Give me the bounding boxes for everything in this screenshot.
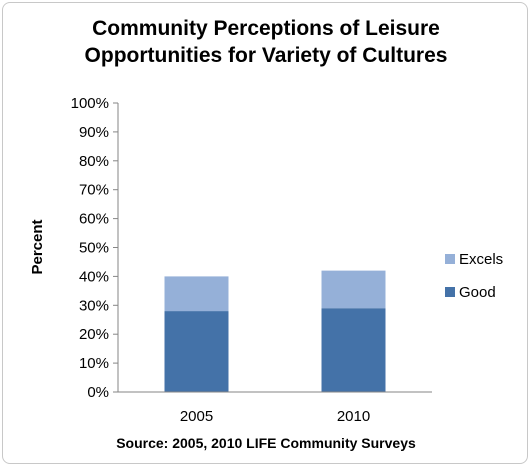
y-tick-label: 50% bbox=[79, 240, 109, 257]
bar-good-2010 bbox=[321, 308, 386, 392]
bars bbox=[164, 270, 386, 392]
bar-good-2005 bbox=[164, 311, 229, 392]
y-tick-label: 10% bbox=[79, 355, 109, 372]
legend-swatch-good bbox=[445, 287, 455, 297]
legend-swatch-excels bbox=[445, 254, 455, 264]
y-tick-label: 80% bbox=[79, 153, 109, 170]
y-tick-label: 30% bbox=[79, 297, 109, 314]
y-tick-label: 100% bbox=[71, 95, 109, 112]
chart-title-line-2: Opportunities for Variety of Cultures bbox=[85, 44, 448, 67]
bar-excels-2005 bbox=[164, 276, 229, 312]
y-axis-ticks: 0% 10% 20% 30% 40% 50% 60% 70% 80% 90% 100% bbox=[71, 95, 118, 401]
y-axis-label: Percent bbox=[29, 219, 46, 274]
legend-label-excels: Excels bbox=[459, 251, 503, 268]
legend: Excels Good bbox=[445, 251, 503, 301]
y-tick-label: 70% bbox=[79, 182, 109, 199]
y-tick-label: 0% bbox=[87, 384, 109, 401]
bar-excels-2010 bbox=[321, 270, 386, 309]
source-note: Source: 2005, 2010 LIFE Community Survey… bbox=[116, 435, 416, 451]
x-tick-label: 2005 bbox=[180, 408, 213, 425]
y-tick-label: 40% bbox=[79, 268, 109, 285]
chart-title-line-1: Community Perceptions of Leisure bbox=[92, 17, 440, 40]
y-tick-label: 60% bbox=[79, 211, 109, 228]
x-tick-label: 2010 bbox=[337, 408, 370, 425]
y-tick-label: 90% bbox=[79, 124, 109, 141]
x-axis-ticks: 2005 2010 bbox=[180, 408, 370, 425]
y-tick-label: 20% bbox=[79, 326, 109, 343]
chart-frame bbox=[2, 2, 528, 464]
legend-label-good: Good bbox=[459, 284, 496, 301]
